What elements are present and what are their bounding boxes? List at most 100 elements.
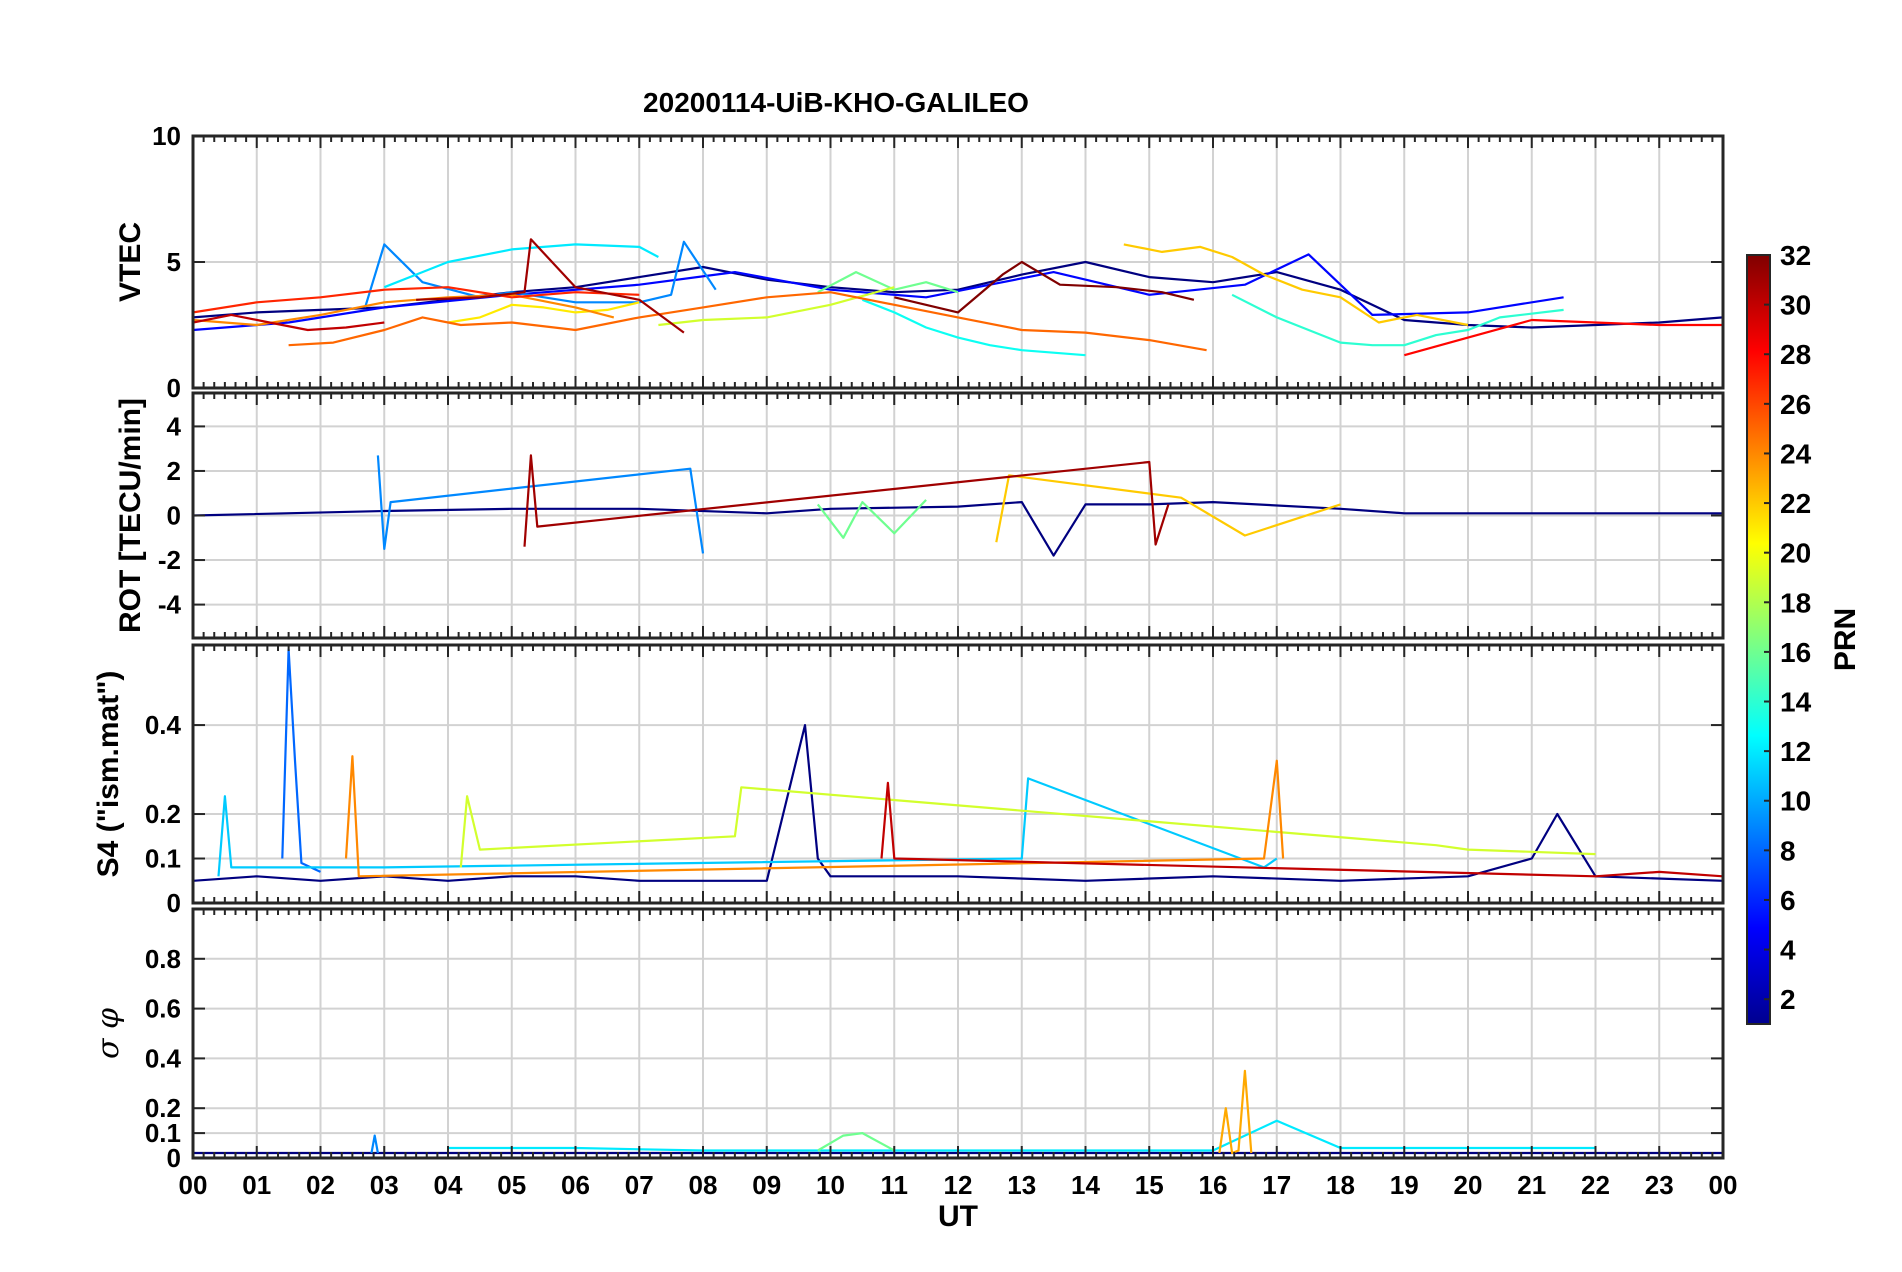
- y-tick-label: 0.6: [145, 994, 181, 1024]
- series-line-prn-8: [281, 648, 321, 873]
- y-tick-label: 0.1: [145, 1118, 181, 1148]
- x-tick-label: 12: [944, 1170, 973, 1200]
- series-line-prn-16: [817, 1131, 895, 1152]
- y-tick-label: 0.2: [145, 799, 181, 829]
- colorbar-tick-label: 10: [1780, 786, 1811, 817]
- colorbar-tick-label: 18: [1780, 587, 1811, 618]
- y-tick-label: 0.2: [145, 1093, 181, 1123]
- x-tick-label: 16: [1199, 1170, 1228, 1200]
- x-tick-label: 01: [242, 1170, 271, 1200]
- x-tick-label: 21: [1517, 1170, 1546, 1200]
- y-tick-label: 0: [167, 501, 181, 531]
- x-tick-label: 17: [1262, 1170, 1291, 1200]
- series-line-prn-30: [193, 313, 385, 332]
- x-tick-label: 10: [816, 1170, 845, 1200]
- colorbar-tick-label: 26: [1780, 389, 1811, 420]
- y-tick-label: 0: [167, 373, 181, 403]
- series-line-prn-5: [193, 253, 1564, 332]
- colorbar-tick-label: 14: [1780, 687, 1812, 718]
- series-line-prn-1: [193, 501, 1723, 557]
- x-tick-label: 04: [434, 1170, 463, 1200]
- series-line-prn-31: [416, 238, 685, 334]
- series-line-prn-30: [880, 781, 1723, 878]
- y-tick-label: 0.4: [145, 1043, 182, 1073]
- y-axis-label: ROT [TECU/min]: [114, 398, 147, 633]
- colorbar-tick-label: 32: [1780, 240, 1811, 271]
- series-line-prn-1: [193, 723, 1723, 882]
- x-tick-label: 22: [1581, 1170, 1610, 1200]
- y-tick-label: -4: [158, 590, 182, 620]
- colorbar-tick-label: 12: [1780, 736, 1811, 767]
- colorbar-tick-label: 20: [1780, 538, 1811, 569]
- series-line-prn-19: [459, 786, 1596, 868]
- x-tick-label: 07: [625, 1170, 654, 1200]
- x-tick-label: 00: [179, 1170, 208, 1200]
- x-axis-label: UT: [938, 1200, 978, 1233]
- y-tick-label: 0: [167, 888, 181, 918]
- axes-frame: [191, 643, 1725, 905]
- colorbar-tick-label: 30: [1780, 290, 1811, 321]
- series-group: [193, 648, 1723, 882]
- colorbar-tick-label: 2: [1780, 984, 1796, 1015]
- series-line-prn-9: [370, 1134, 379, 1154]
- y-tick-label: 0.1: [145, 844, 181, 874]
- y-axis-label: S4 ("ism.mat"): [92, 671, 125, 878]
- y-tick-label: 0.4: [145, 710, 182, 740]
- series-line-prn-9: [364, 240, 717, 308]
- series-line-prn-19: [658, 286, 895, 327]
- colorbar-label: PRN: [1829, 608, 1862, 671]
- x-tick-label: 15: [1135, 1170, 1164, 1200]
- series-line-prn-16: [816, 499, 927, 539]
- x-tick-label: 06: [561, 1170, 590, 1200]
- x-tick-label: 14: [1071, 1170, 1100, 1200]
- series-line-prn-25: [288, 291, 1207, 352]
- x-tick-label: 05: [497, 1170, 526, 1200]
- series-line-prn-27: [193, 286, 640, 314]
- series-line-prn-23: [1218, 1069, 1253, 1155]
- y-axis-label: VTEC: [114, 222, 147, 302]
- y-tick-label: 0.8: [145, 944, 181, 974]
- series-line-prn-11: [217, 777, 1278, 877]
- series-line-prn-9: [376, 455, 705, 554]
- y-tick-label: 10: [152, 121, 181, 151]
- series-line-prn-22: [995, 474, 1341, 543]
- series-line-prn-13: [861, 298, 1086, 357]
- series-line-prn-31: [523, 454, 1170, 547]
- x-tick-label: 00: [1709, 1170, 1738, 1200]
- y-tick-label: 4: [167, 411, 182, 441]
- x-tick-label: 09: [752, 1170, 781, 1200]
- x-tick-label: 23: [1645, 1170, 1674, 1200]
- x-tick-label: 03: [370, 1170, 399, 1200]
- colorbar-tick-label: 4: [1780, 935, 1796, 966]
- series-group: [193, 238, 1723, 357]
- panel-rot: -4 -2 0 2 4 ROT [TECU/min]: [114, 391, 1725, 640]
- y-tick-label: 5: [167, 247, 181, 277]
- colorbar-tick-label: 16: [1780, 637, 1811, 668]
- axes-frame: [191, 134, 1725, 390]
- panel-vtec: 0 5 10 VTEC: [114, 121, 1725, 403]
- series-line-prn-24: [344, 755, 1285, 878]
- colorbar-tick-label: 22: [1780, 488, 1811, 519]
- panel-s4: 0 0.1 0.2 0.4 S4 ("ism.mat"): [92, 643, 1725, 918]
- y-tick-label: 2: [167, 456, 181, 486]
- axes-frame: [191, 391, 1725, 640]
- colorbar-gradient: [1746, 254, 1771, 1025]
- x-tick-label: 02: [306, 1170, 335, 1200]
- x-tick-label: 08: [689, 1170, 718, 1200]
- series-line-prn-28: [1404, 318, 1723, 357]
- x-tick-labels: 00 01 02 03 04 05 06 07 08 09 10 11 12 13 14 15 16 17 18 19…: [179, 1170, 1738, 1200]
- series-line-prn-12: [383, 243, 659, 289]
- x-tick-label: 11: [881, 1170, 909, 1200]
- series-line-prn-22: [1123, 243, 1469, 327]
- series-line-prn-32: [894, 260, 1195, 314]
- colorbar-tick-label: 6: [1780, 885, 1796, 916]
- colorbar-tick-label: 8: [1780, 835, 1796, 866]
- series-line-prn-21: [447, 301, 640, 324]
- chart-title: 20200114-UiB-KHO-GALILEO: [643, 87, 1029, 118]
- y-tick-label: -2: [158, 545, 181, 575]
- panel-sigma-phi: 00.10.2 0.4 0.6 0.8 σ φ: [91, 907, 1725, 1173]
- x-tick-label: 19: [1390, 1170, 1419, 1200]
- colorbar-tick-label: 24: [1780, 438, 1812, 469]
